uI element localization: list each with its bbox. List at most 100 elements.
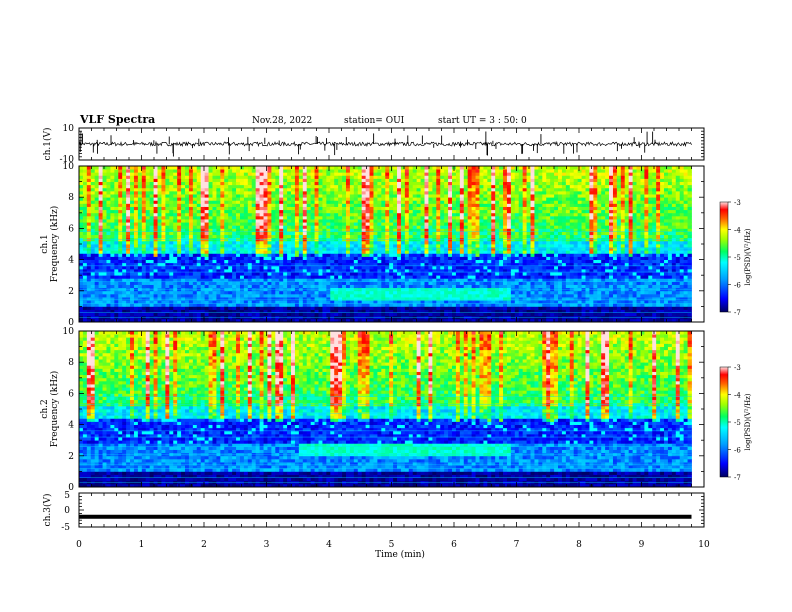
spectrogram-cell: [224, 197, 228, 201]
spectrogram-cell: [256, 188, 260, 192]
spectrogram-cell: [118, 244, 122, 248]
spectrogram-cell: [118, 197, 122, 201]
spectrogram-cell: [185, 241, 189, 245]
spectrogram-cell: [271, 213, 275, 217]
spectrogram-cell: [244, 235, 248, 239]
spectrogram-cell: [146, 294, 150, 298]
spectrogram-cell: [185, 178, 189, 182]
spectrogram-cell: [83, 297, 87, 301]
spectrogram-cell: [122, 194, 126, 198]
spectrogram-cell: [299, 291, 303, 295]
spectrogram-cell: [205, 275, 209, 279]
spectrogram-cell: [283, 306, 287, 310]
spectrogram-cell: [212, 225, 216, 229]
spectrogram-cell: [99, 241, 103, 245]
spectrogram-cell: [228, 291, 232, 295]
spectrogram-cell: [216, 194, 220, 198]
spectrogram-cell: [87, 291, 91, 295]
spectrogram-cell: [244, 182, 248, 186]
spectrogram-cell: [134, 175, 138, 179]
spectrogram-cell: [209, 166, 213, 170]
spectrogram-cell: [205, 166, 209, 170]
spectrogram-cell: [158, 281, 162, 285]
spectrogram-cell: [83, 294, 87, 298]
spectrogram-cell: [244, 256, 248, 260]
spectrogram-cell: [232, 250, 236, 254]
spectrogram-cell: [260, 191, 264, 195]
spectrogram-cell: [205, 232, 209, 236]
spectrogram-cell: [99, 172, 103, 176]
spectrogram-cell: [236, 225, 240, 229]
spectrogram-cell: [205, 182, 209, 186]
spectrogram-cell: [264, 213, 268, 217]
spectrogram-cell: [267, 185, 271, 189]
spectrogram-cell: [103, 235, 107, 239]
spectrogram-cell: [95, 185, 99, 189]
spectrogram-cell: [232, 294, 236, 298]
spectrogram-cell: [161, 182, 165, 186]
spectrogram-cell: [216, 216, 220, 220]
spectrogram-cell: [228, 216, 232, 220]
spectrogram-cell: [142, 235, 146, 239]
spectrogram-cell: [99, 203, 103, 207]
spectrogram-cell: [134, 219, 138, 223]
spectrogram-cell: [181, 203, 185, 207]
spectrogram-cell: [236, 178, 240, 182]
spectrogram-cell: [295, 281, 299, 285]
spectrogram-cell: [134, 185, 138, 189]
spectrogram-cell: [103, 210, 107, 214]
spectrogram-cell: [287, 169, 291, 173]
spectrogram-cell: [271, 182, 275, 186]
spectrogram-cell: [307, 175, 311, 179]
spectrogram-cell: [201, 172, 205, 176]
spectrogram-cell: [264, 178, 268, 182]
spectrogram-cell: [256, 256, 260, 260]
spectrogram-cell: [307, 253, 311, 257]
spectrogram-cell: [193, 244, 197, 248]
spectrogram-cell: [201, 222, 205, 226]
spectrogram-cell: [212, 281, 216, 285]
spectrogram-cell: [114, 203, 118, 207]
spectrogram-cell: [138, 178, 142, 182]
spectrogram-cell: [99, 178, 103, 182]
spectrogram-cell: [150, 294, 154, 298]
spectrogram-cell: [114, 232, 118, 236]
spectrogram-cell: [299, 241, 303, 245]
spectrogram-cell: [197, 207, 201, 211]
spectrogram-cell: [299, 210, 303, 214]
spectrogram-cell: [248, 244, 252, 248]
spectrogram-cell: [110, 260, 114, 264]
spectrogram-cell: [279, 256, 283, 260]
spectrogram-cell: [216, 241, 220, 245]
spectrogram-cell: [177, 222, 181, 226]
spectrogram-cell: [177, 200, 181, 204]
spectrogram-cell: [118, 213, 122, 217]
spectrogram-cell: [220, 244, 224, 248]
spectrogram-cell: [134, 256, 138, 260]
spectrogram-cell: [95, 200, 99, 204]
spectrogram-cell: [126, 222, 130, 226]
spectrogram-cell: [87, 244, 91, 248]
spectrogram-cell: [244, 178, 248, 182]
spectrogram-cell: [91, 275, 95, 279]
spectrogram-cell: [240, 210, 244, 214]
spectrogram-cell: [260, 313, 264, 317]
spectrogram-cell: [165, 232, 169, 236]
spectrogram-cell: [216, 291, 220, 295]
spectrogram-cell: [146, 207, 150, 211]
spectrogram-cell: [134, 306, 138, 310]
spectrogram-cell: [142, 285, 146, 289]
spectrogram-cell: [209, 253, 213, 257]
spectrogram-cell: [79, 166, 83, 170]
spectrogram-cell: [122, 207, 126, 211]
spectrogram-cell: [209, 266, 213, 270]
spectrogram-cell: [154, 222, 158, 226]
spectrogram-cell: [130, 260, 134, 264]
spectrogram-cell: [146, 285, 150, 289]
spectrogram-cell: [146, 250, 150, 254]
spectrogram-cell: [271, 210, 275, 214]
spectrogram-cell: [165, 178, 169, 182]
spectrogram-cell: [114, 275, 118, 279]
spectrogram-cell: [126, 241, 130, 245]
spectrogram-cell: [138, 207, 142, 211]
